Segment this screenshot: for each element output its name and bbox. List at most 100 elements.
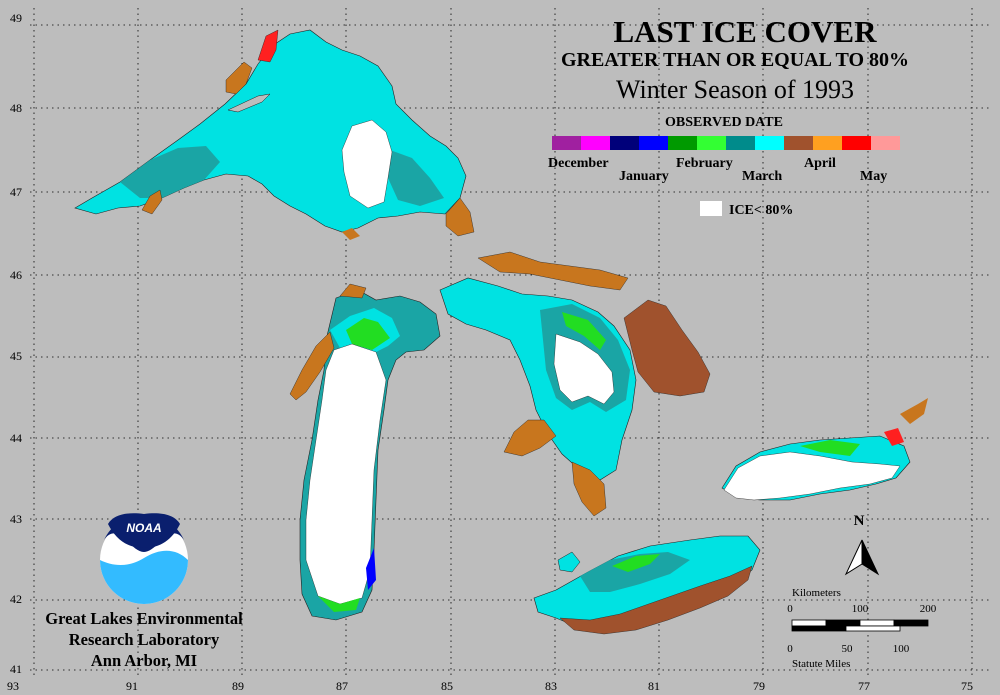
huron-ice-lt-80	[553, 333, 615, 405]
legend-label-april: April	[804, 156, 836, 171]
legend-heading: OBSERVED DATE	[665, 115, 783, 130]
legend-swatch-january-1	[639, 136, 668, 150]
scale-bar: Kilometers 0 100 200 0 50 100 Statute Mi…	[787, 587, 937, 670]
huron-april-south	[571, 461, 607, 517]
lake-superior	[74, 29, 475, 240]
legend-color-bar	[552, 136, 900, 150]
lon-label-81: 81	[648, 679, 660, 693]
lat-label-49: 49	[10, 11, 22, 25]
superior-march-dark-east	[388, 150, 444, 206]
saginaw-bay	[503, 419, 557, 457]
erie-february	[612, 554, 660, 572]
lat-label-44: 44	[10, 431, 22, 445]
legend-label-may: May	[860, 169, 887, 184]
scale-km-tick-0: 0	[787, 603, 793, 615]
scale-mi-title: Statute Miles	[792, 658, 850, 670]
noaa-logo-sky	[108, 513, 180, 548]
michigan-april-north	[339, 283, 367, 299]
title-line1: LAST ICE COVER	[613, 14, 877, 49]
lat-label-42: 42	[10, 592, 22, 606]
lon-label-75: 75	[961, 679, 973, 693]
ontario-may	[884, 428, 904, 446]
lat-label-43: 43	[10, 512, 22, 526]
lat-label-48: 48	[10, 101, 22, 115]
north-channel	[477, 251, 629, 291]
lat-label-46: 46	[10, 268, 22, 282]
lake-st-clair	[557, 551, 581, 573]
lake-ontario	[721, 398, 928, 501]
north-arrow-label: N	[854, 513, 865, 529]
ontario-april	[900, 398, 928, 424]
legend-ice-lt-80-swatch	[700, 201, 722, 216]
scale-km-seg-4	[893, 619, 929, 627]
superior-april-sw	[141, 189, 163, 215]
legend-swatch-february-0	[668, 136, 697, 150]
superior-april-nw	[225, 61, 253, 95]
title-line3: Winter Season of 1993	[616, 75, 854, 104]
superior-march-dark-west	[120, 146, 220, 198]
michigan-february	[346, 318, 390, 350]
superior-ice-lt-80	[341, 119, 393, 209]
lake-michigan	[289, 283, 441, 621]
noaa-logo-text: NOAA	[126, 521, 161, 535]
erie-april	[559, 565, 753, 635]
michigan-january	[366, 548, 376, 590]
superior-april-south	[342, 228, 360, 240]
north-arrow-right	[861, 539, 880, 576]
erie-march-dark	[580, 552, 690, 592]
org-line3: Ann Arbor, MI	[91, 651, 197, 670]
legend-swatch-march-1	[755, 136, 784, 150]
org-line1: Great Lakes Environmental	[45, 609, 243, 628]
superior-april-whitefish	[445, 197, 475, 237]
latitude-labels: 49 48 47 46 45 44 43 42 41	[10, 11, 22, 676]
north-arrow-left	[844, 539, 863, 576]
lake-huron	[439, 251, 711, 517]
noaa-logo-water	[100, 550, 188, 604]
lon-label-93: 93	[7, 679, 19, 693]
legend-swatch-may-1	[871, 136, 900, 150]
ontario-february	[800, 440, 860, 456]
legend-swatch-january-0	[610, 136, 639, 150]
isle-royale	[227, 93, 271, 113]
scale-km-seg-1	[791, 619, 827, 627]
legend-swatch-april-0	[784, 136, 813, 150]
legend-swatch-december-1	[581, 136, 610, 150]
lat-label-45: 45	[10, 349, 22, 363]
legend: OBSERVED DATE December January February …	[548, 115, 900, 218]
lat-label-41: 41	[10, 662, 22, 676]
lon-label-91: 91	[126, 679, 138, 693]
lon-label-79: 79	[753, 679, 765, 693]
legend-swatch-may-0	[842, 136, 871, 150]
lon-label-77: 77	[858, 679, 870, 693]
scale-mi-tick-50: 50	[842, 643, 854, 655]
scale-km-tick-100: 100	[852, 603, 869, 615]
scale-km-seg-2	[825, 619, 861, 627]
legend-label-january: January	[619, 169, 669, 184]
scale-mi-tick-100: 100	[893, 643, 910, 655]
lat-label-47: 47	[10, 185, 22, 199]
longitude-labels: 93 91 89 87 85 83 81 79 77 75	[7, 679, 973, 693]
legend-swatch-december-0	[552, 136, 581, 150]
legend-label-december: December	[548, 156, 609, 171]
scale-mi-tick-0: 0	[787, 643, 793, 655]
legend-label-february: February	[676, 156, 733, 171]
org-line2: Research Laboratory	[69, 630, 220, 649]
noaa-logo: NOAA	[100, 513, 188, 604]
lon-label-87: 87	[336, 679, 348, 693]
ontario-ice-lt-80	[723, 451, 901, 501]
green-bay	[289, 331, 335, 401]
north-arrow: N	[844, 513, 880, 576]
scale-km-tick-200: 200	[920, 603, 937, 615]
scale-mi-seg-1	[791, 625, 847, 632]
scale-km-seg-3	[859, 619, 895, 627]
lon-label-85: 85	[441, 679, 453, 693]
georgian-bay	[623, 299, 711, 397]
lon-label-83: 83	[545, 679, 557, 693]
scale-mi-seg-2	[845, 625, 901, 632]
title-line2: GREATER THAN OR EQUAL TO 80%	[561, 49, 909, 71]
lon-label-89: 89	[232, 679, 244, 693]
huron-february	[562, 312, 606, 350]
legend-ice-lt-80-label: ICE< 80%	[729, 203, 793, 218]
superior-may-nipigon	[257, 29, 279, 63]
